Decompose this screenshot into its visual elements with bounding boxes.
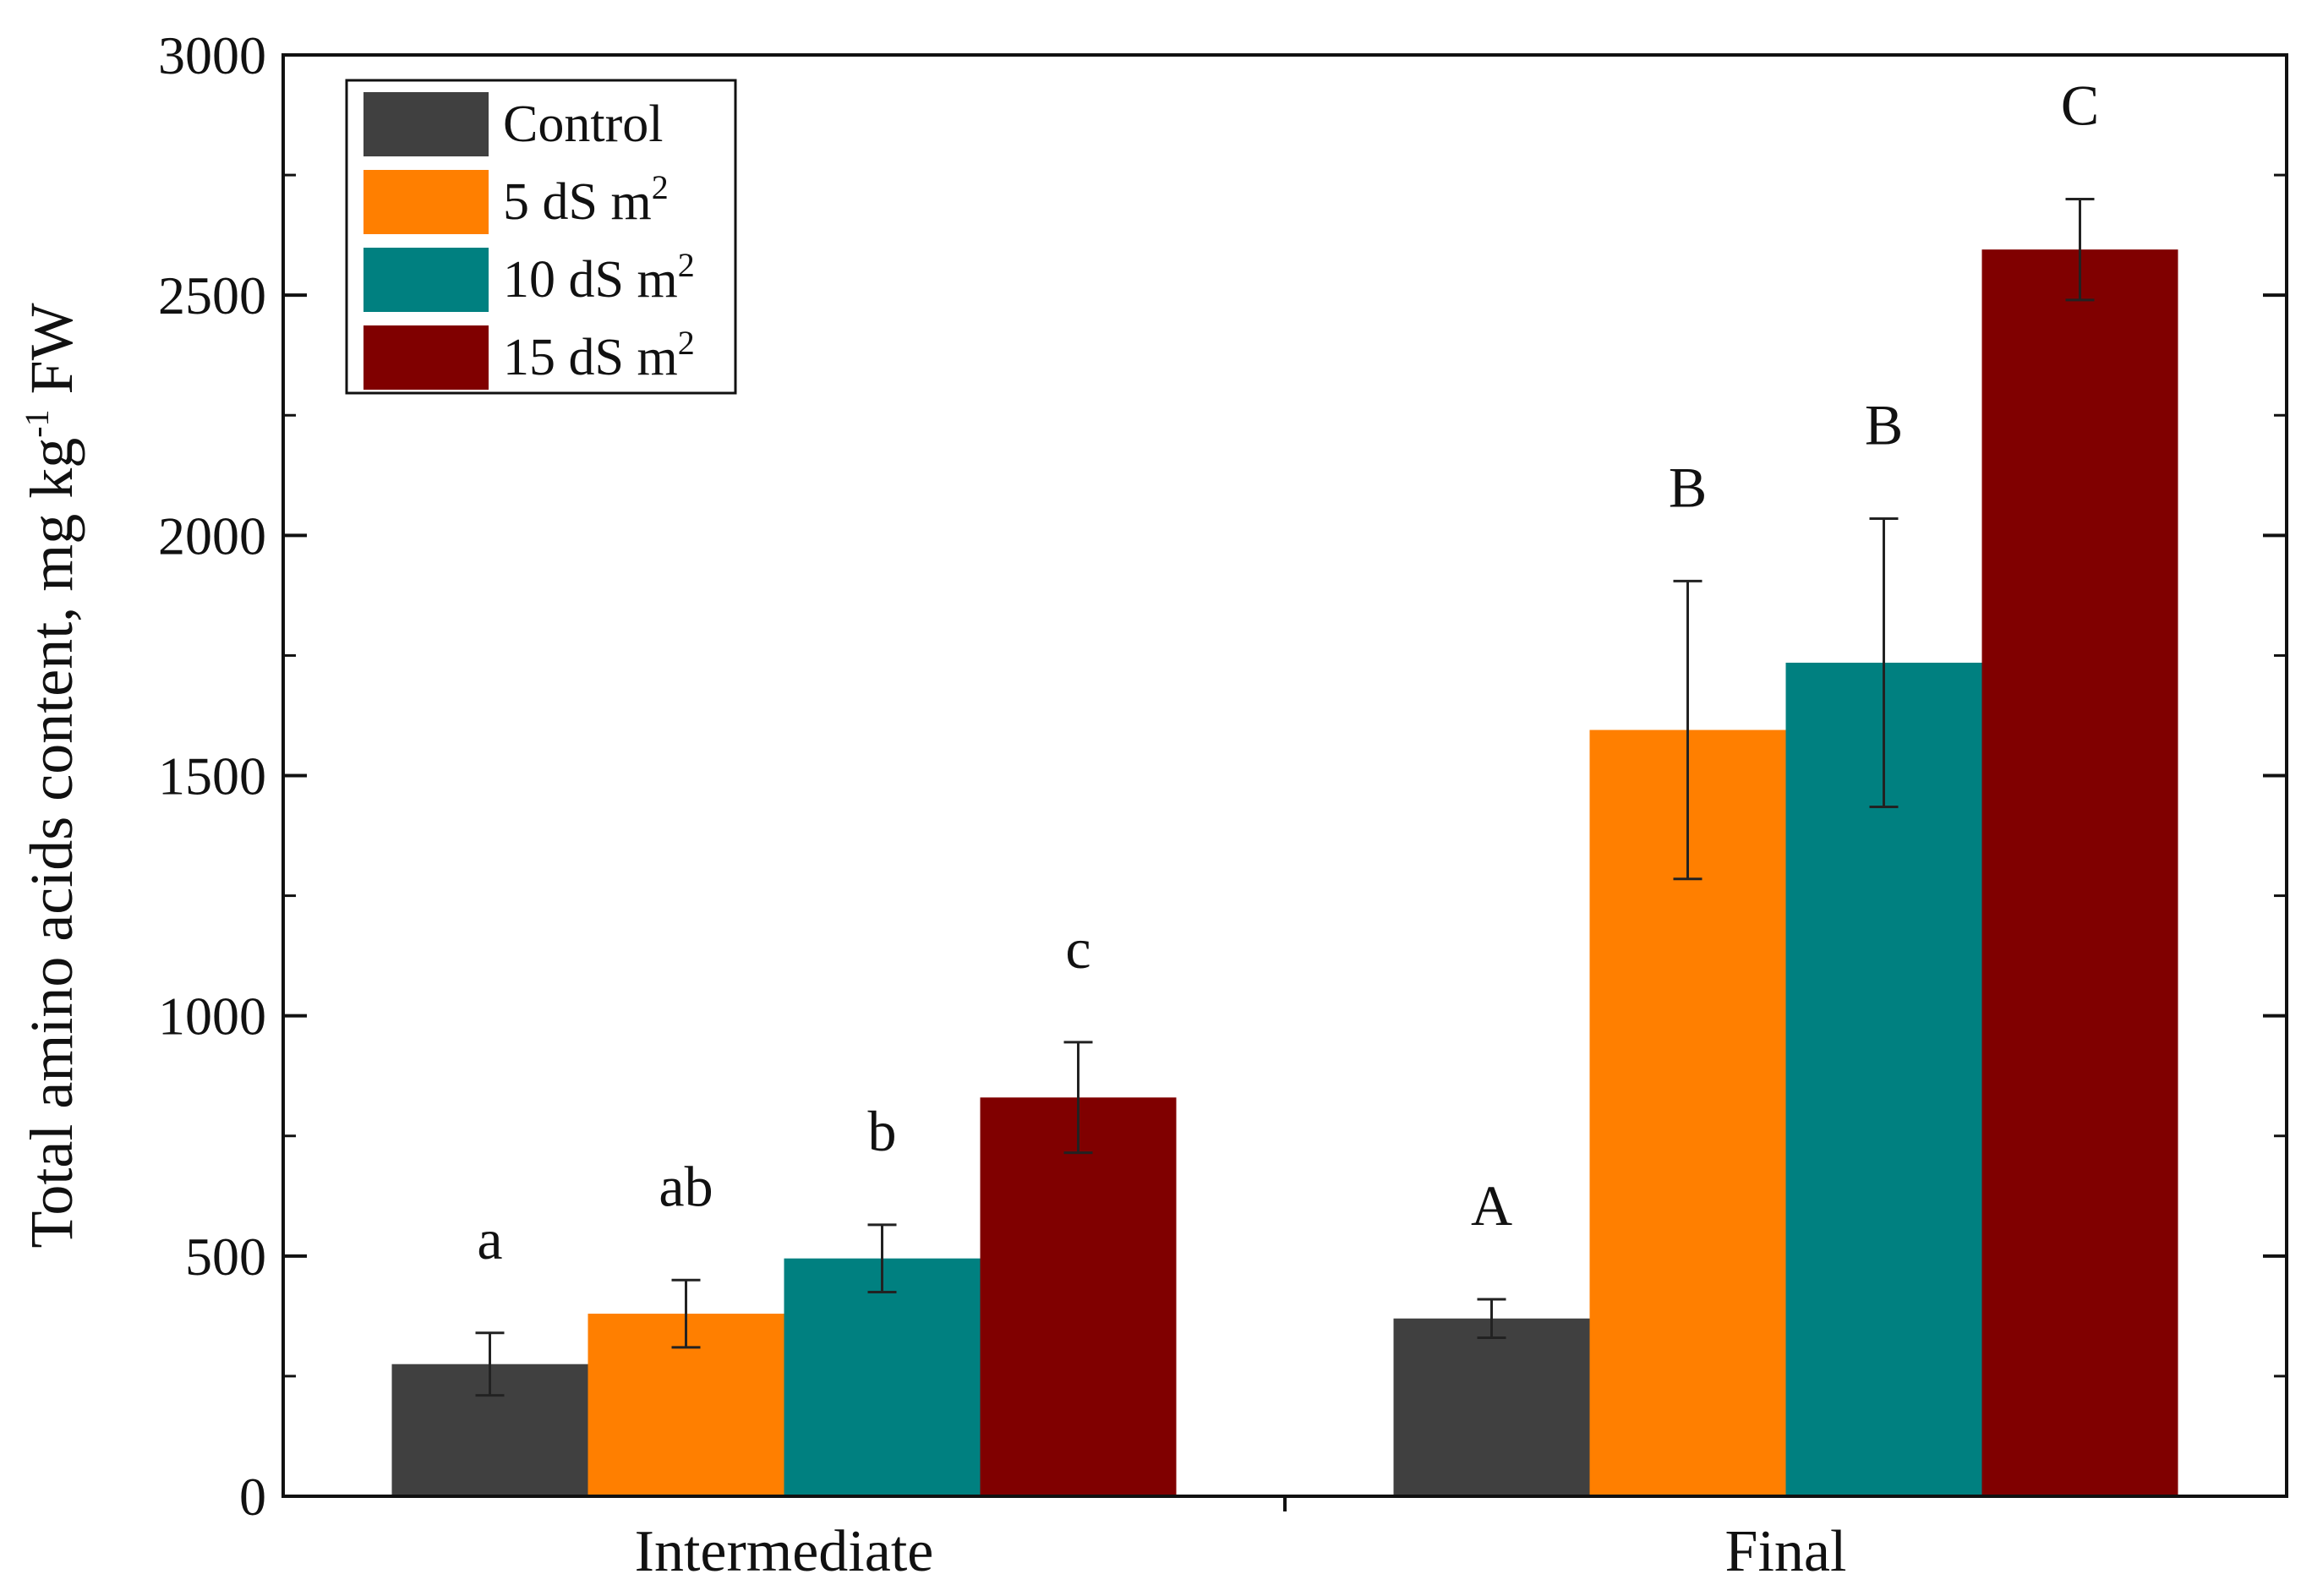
y-tick-label: 1500: [158, 746, 266, 806]
bar: [980, 1097, 1177, 1496]
legend-swatch: [363, 325, 489, 390]
significance-letters-layer: a ab b c A B B C: [477, 74, 2099, 1271]
y-tick-label: 2500: [158, 265, 266, 325]
bars-layer: [391, 249, 2178, 1496]
bar: [784, 1258, 981, 1496]
y-tick-label: 3000: [158, 25, 266, 85]
y-tick-label: 2000: [158, 506, 266, 566]
bar: [1393, 1318, 1590, 1496]
legend-label: 5 dS m2: [503, 168, 669, 231]
significance-letter: A: [1471, 1173, 1512, 1238]
error-bars-layer: [475, 198, 2095, 1397]
significance-letter: a: [477, 1207, 502, 1271]
legend-label: Control: [503, 96, 663, 153]
significance-letter: B: [1865, 392, 1903, 456]
x-category-label: Final: [1725, 1519, 1847, 1584]
significance-letter: B: [1669, 455, 1707, 519]
y-tick-label: 1000: [158, 987, 266, 1047]
significance-letter: c: [1065, 916, 1090, 981]
y-axis-title: Total amino acids content, mg kg-1 FW: [18, 303, 85, 1248]
significance-letter: C: [2061, 74, 2099, 138]
legend-swatch: [363, 248, 489, 312]
x-category-label: Intermediate: [635, 1519, 934, 1584]
legend-label: 10 dS m2: [503, 246, 695, 309]
y-axis: 0 500 1000 1500 2000 2500 3000: [158, 25, 2287, 1527]
significance-letter: ab: [659, 1154, 713, 1218]
bar: [1981, 249, 2178, 1496]
y-tick-label: 0: [239, 1467, 266, 1527]
y-tick-label: 500: [185, 1227, 266, 1287]
legend: Control 5 dS m2 10 dS m2 15 dS m2: [345, 79, 737, 395]
x-axis: Intermediate Final: [635, 1496, 1847, 1584]
legend-swatch: [363, 92, 489, 156]
legend-label: 15 dS m2: [503, 324, 695, 386]
significance-letter: b: [868, 1099, 897, 1163]
legend-swatch: [363, 170, 489, 234]
